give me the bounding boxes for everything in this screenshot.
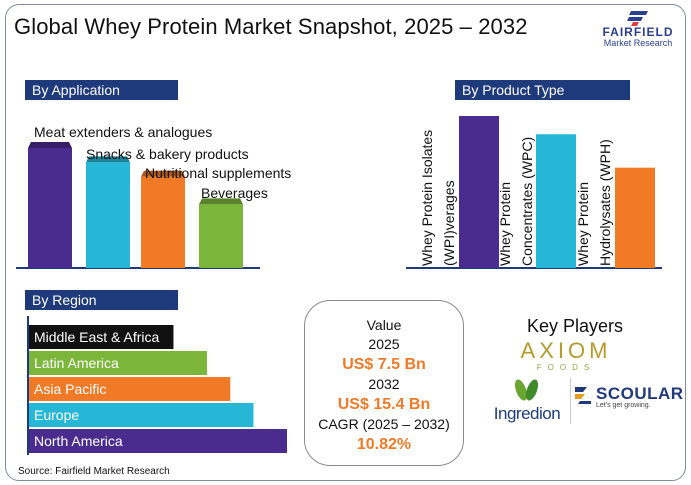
application-bar-top	[199, 198, 243, 205]
page-title: Global Whey Protein Market Snapshot, 202…	[14, 14, 528, 39]
section-region-label: By Region	[22, 290, 178, 310]
product-bar	[615, 167, 655, 268]
logo-sub: Market Research	[603, 38, 673, 48]
region-bar	[29, 429, 287, 453]
application-bar-label: Nutritional supplements	[145, 165, 291, 181]
value-2025: US$ 7.5 Bn	[342, 356, 426, 373]
product-bar-label: Whey Protein	[575, 182, 591, 266]
region-bar	[29, 403, 254, 427]
application-bar-top	[141, 170, 185, 177]
section-product-label: By Product Type	[452, 80, 630, 100]
region-bar	[29, 377, 231, 401]
axiom-foods-logo: AXIOM FOODS	[508, 339, 624, 373]
logo-divider	[570, 378, 571, 424]
region-bar-label: Latin America	[34, 355, 119, 371]
region-bar-label: Middle East & Africa	[34, 329, 159, 345]
scoular-tagline: Let's get growing.	[596, 402, 651, 409]
logo-name: FAIRFIELD	[602, 25, 674, 39]
region-bar-label: Asia Pacific	[34, 381, 106, 397]
source-note: Source: Fairfield Market Research	[18, 466, 170, 477]
product-bar-label: Whey Protein Isolates	[419, 130, 435, 266]
region-bar	[29, 325, 174, 349]
region-bar-label: Europe	[34, 407, 79, 423]
application-bar-label: Meat extenders & analogues	[34, 124, 212, 140]
application-bar-top	[86, 156, 130, 163]
year-2032: 2032	[368, 376, 400, 392]
application-bar-label: Beverages	[201, 185, 268, 201]
scoular-word: SCOULAR	[596, 384, 684, 403]
value-2032: US$ 15.4 Bn	[337, 396, 431, 413]
product-bar	[536, 134, 576, 268]
application-bar	[199, 204, 243, 268]
axiom-word: AXIOM	[520, 338, 612, 363]
product-bar-label: Concentrates (WPC)	[519, 137, 535, 266]
application-bar	[86, 162, 130, 268]
application-bar-top	[28, 142, 72, 148]
cagr-value: 10.82%	[356, 436, 412, 453]
ingredion-leaf-icon	[514, 379, 539, 401]
scoular-mark-icon	[575, 387, 591, 404]
application-bar	[141, 176, 185, 268]
product-bar-label: Hydrolysates (WPH)	[597, 139, 613, 266]
scoular-logo: SCOULAR Let's get growing.	[572, 380, 684, 414]
key-players-title: Key Players	[526, 316, 624, 336]
section-application-label: By Application	[22, 80, 178, 100]
product-bar-label: (WPI)verages	[441, 180, 457, 266]
cagr-label: CAGR (2025 – 2032)	[318, 416, 450, 432]
product-bar	[459, 116, 499, 268]
application-bar-label: Snacks & bakery products	[86, 146, 249, 162]
page-frame	[5, 4, 686, 481]
fairfield-logo-icon	[627, 11, 648, 26]
market-value-box: Value 2025 US$ 7.5 Bn 2032 US$ 15.4 Bn C…	[304, 300, 464, 466]
axiom-sub: FOODS	[536, 363, 596, 372]
region-bar-label: North America	[34, 433, 123, 449]
application-bar	[28, 148, 72, 268]
ingredion-word: Ingredion	[493, 404, 561, 423]
fairfield-logo: FAIRFIELD Market Research	[592, 10, 684, 58]
year-2025: 2025	[368, 336, 400, 352]
product-bar-label: Whey Protein	[497, 182, 513, 266]
region-bar	[29, 351, 208, 375]
value-label: Value	[366, 317, 402, 333]
ingredion-logo: Ingredion	[484, 378, 570, 426]
